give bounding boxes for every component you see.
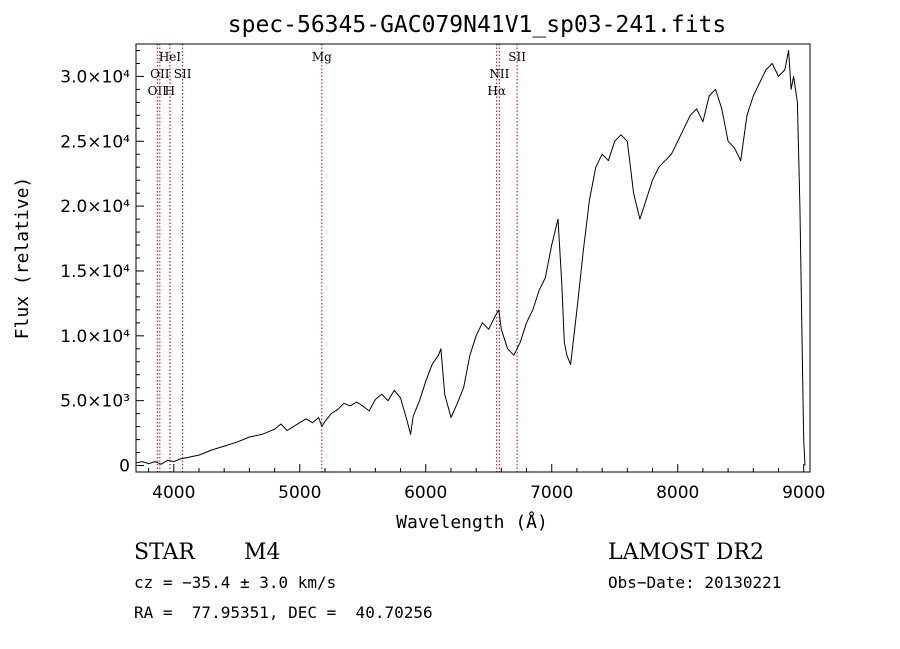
x-tick-label-9000: 9000: [782, 483, 825, 503]
spectrum-line: [135, 50, 806, 466]
y-axis-label: Flux (relative): [12, 177, 33, 340]
redshift-value: cz = −35.4 ± 3.0 km/s: [134, 573, 337, 592]
line-label-7: NII: [489, 67, 509, 81]
x-tick-label-6000: 6000: [404, 483, 447, 503]
y-tick-label-5: 2.5×10⁴: [60, 132, 130, 152]
object-class: STAR: [134, 540, 195, 565]
line-label-0: OII: [148, 84, 168, 98]
line-label-1: OII: [150, 67, 170, 81]
y-tick-label-2: 1.0×10⁴: [60, 327, 130, 347]
object-subclass: M4: [244, 540, 281, 565]
x-tick-label-8000: 8000: [656, 483, 699, 503]
line-label-6: Hα: [487, 84, 506, 98]
x-tick-label-7000: 7000: [530, 483, 573, 503]
y-tick-label-1: 5.0×10³: [60, 392, 130, 412]
line-label-8: SII: [508, 50, 526, 64]
line-label-4: SII: [174, 67, 192, 81]
survey-name: LAMOST DR2: [608, 540, 764, 565]
y-tick-label-4: 2.0×10⁴: [60, 197, 130, 217]
plot-frame: [135, 43, 811, 473]
y-tick-label-6: 3.0×10⁴: [60, 67, 130, 87]
line-label-3: HeI: [159, 50, 182, 64]
sky-coordinates: RA = 77.95351, DEC = 40.70256: [134, 603, 433, 622]
x-axis-label: Wavelength (Å): [396, 511, 548, 533]
chart-title: spec-56345-GAC079N41V1_sp03-241.fits: [228, 12, 727, 38]
observation-date: Obs−Date: 20130221: [608, 573, 782, 592]
line-label-5: Mg: [312, 50, 332, 64]
y-tick-label-0: 0: [119, 457, 130, 477]
x-tick-label-5000: 5000: [278, 483, 321, 503]
x-tick-label-4000: 4000: [152, 483, 195, 503]
y-tick-label-3: 1.5×10⁴: [60, 262, 130, 282]
